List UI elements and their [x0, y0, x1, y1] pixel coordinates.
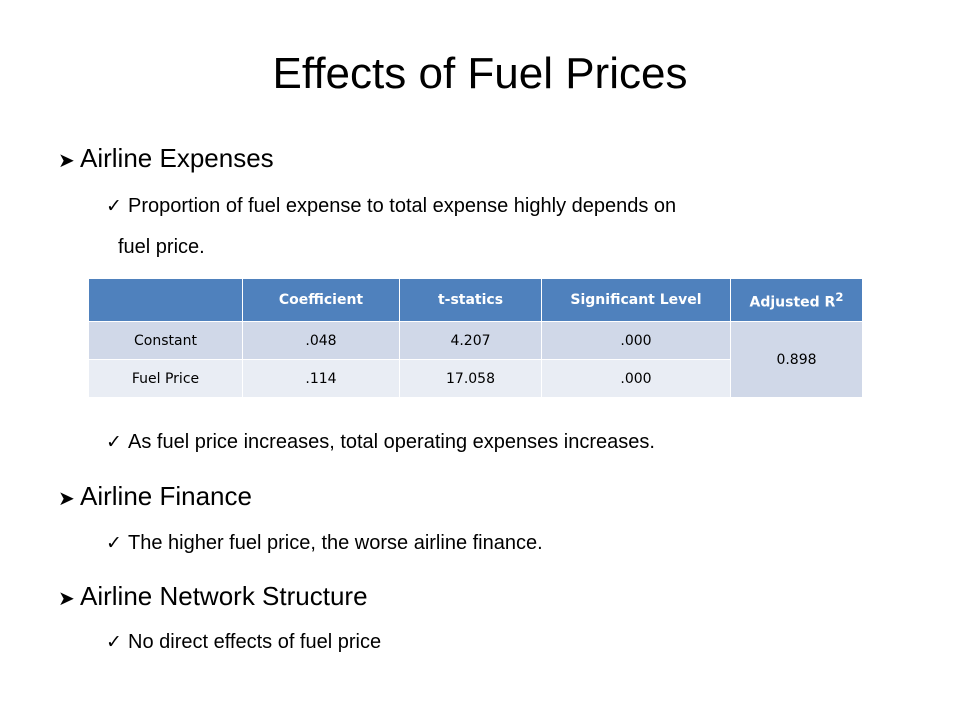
header-t-statics: t-statics — [399, 278, 542, 322]
header-adjusted-label: Adjusted R — [749, 294, 836, 311]
header-significant-level: Significant Level — [541, 278, 731, 322]
table-header-row: Coefficient t-statics Significant Level … — [88, 278, 863, 322]
bullet-heading: Airline Expenses — [80, 143, 274, 173]
bullet-airline-expenses: ➤ Airline Expenses — [58, 142, 274, 177]
significant-level-cell: .000 — [541, 359, 731, 398]
adjusted-r2-cell: 0.898 — [730, 321, 863, 398]
sub-bullet-continuation: fuel price. — [118, 236, 205, 258]
table-row: Constant .048 4.207 .000 0.898 — [88, 321, 863, 398]
bullet-airline-finance: ➤ Airline Finance — [58, 480, 252, 515]
slide-title: Effects of Fuel Prices — [272, 49, 688, 98]
sub-bullet-text: Proportion of fuel expense to total expe… — [128, 195, 677, 217]
row-label: Fuel Price — [88, 359, 243, 398]
header-adjusted-superscript: 2 — [835, 289, 844, 304]
sub-bullet-proportion: ✓ Proportion of fuel expense to total exp… — [106, 193, 676, 220]
regression-table: Coefficient t-statics Significant Level … — [88, 278, 863, 398]
t-statics-cell: 4.207 — [399, 321, 542, 360]
header-coefficient: Coefficient — [242, 278, 400, 322]
arrow-bullet-icon: ➤ — [58, 150, 75, 172]
sub-bullet-finance: ✓ The higher fuel price, the worse airlin… — [106, 530, 543, 557]
sub-bullet-text: As fuel price increases, total operating… — [128, 431, 655, 453]
t-statics-cell: 17.058 — [399, 359, 542, 398]
bullet-heading: Airline Network Structure — [80, 581, 368, 611]
check-bullet-icon: ✓ — [106, 533, 122, 554]
arrow-bullet-icon: ➤ — [58, 588, 75, 610]
significant-level-cell: .000 — [541, 321, 731, 360]
table-row: Fuel Price .114 17.058 .000 — [88, 359, 863, 398]
bullet-heading: Airline Finance — [80, 481, 252, 511]
row-label: Constant — [88, 321, 243, 360]
check-bullet-icon: ✓ — [106, 196, 122, 217]
coefficient-cell: .114 — [242, 359, 400, 398]
check-bullet-icon: ✓ — [106, 432, 122, 453]
sub-bullet-text: The higher fuel price, the worse airline… — [128, 532, 543, 554]
bullet-airline-network: ➤ Airline Network Structure — [58, 580, 368, 615]
header-empty-cell — [88, 278, 243, 322]
coefficient-cell: .048 — [242, 321, 400, 360]
header-adjusted-r2: Adjusted R2 — [730, 278, 863, 322]
sub-bullet-text: No direct effects of fuel price — [128, 631, 382, 653]
sub-bullet-network: ✓ No direct effects of fuel price — [106, 629, 381, 656]
arrow-bullet-icon: ➤ — [58, 488, 75, 510]
check-bullet-icon: ✓ — [106, 632, 122, 653]
sub-bullet-operating-expenses: ✓ As fuel price increases, total operatin… — [106, 429, 655, 456]
